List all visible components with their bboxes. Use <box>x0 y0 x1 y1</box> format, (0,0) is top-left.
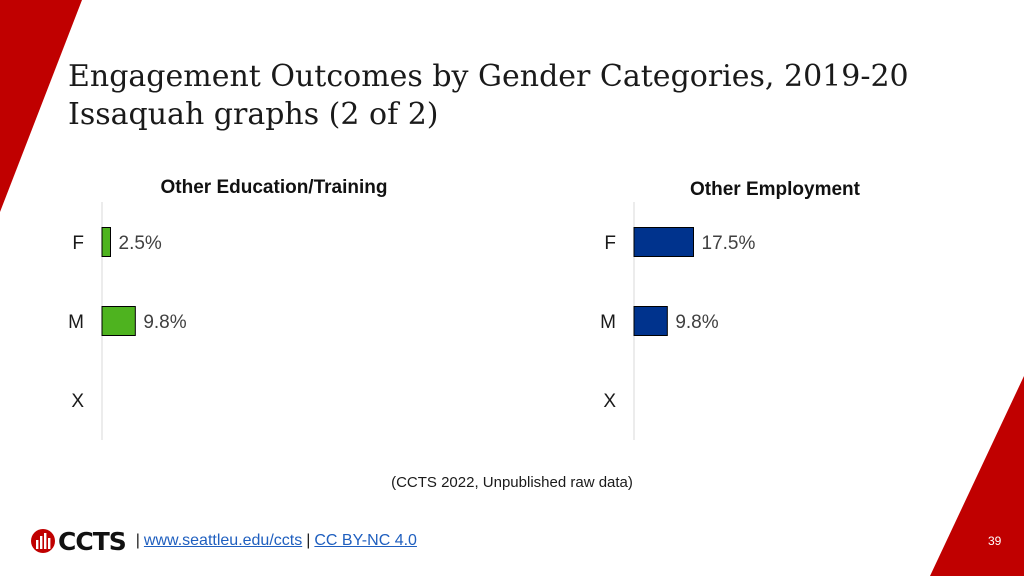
top-left-red-triangle <box>0 0 82 212</box>
footer: CCTS | www.seattleu.edu/ccts | CC BY-NC … <box>30 526 417 556</box>
category-label-x: X <box>603 391 616 412</box>
bar-f <box>101 227 111 257</box>
ccts-logo-text: CCTS <box>58 526 127 556</box>
bottom-right-red-shape <box>930 376 1024 576</box>
page-title: Engagement Outcomes by Gender Categories… <box>68 58 909 134</box>
bar-m <box>633 306 668 336</box>
source-citation: (CCTS 2022, Unpublished raw data) <box>391 474 633 491</box>
category-label-f: F <box>604 233 616 254</box>
title-line-1: Engagement Outcomes by Gender Categories… <box>68 59 909 94</box>
bar-m <box>101 306 136 336</box>
seattleu-ccts-link[interactable]: www.seattleu.edu/ccts <box>143 532 303 549</box>
category-label-x: X <box>71 391 84 412</box>
bar-f <box>633 227 694 257</box>
category-label-m: M <box>600 312 616 333</box>
data-label-f: 17.5% <box>702 233 756 254</box>
ccts-logo-icon <box>31 529 55 553</box>
data-label-f: 2.5% <box>119 233 162 254</box>
ccts-logo: CCTS <box>30 526 127 556</box>
chart-title: Other Employment <box>690 179 861 200</box>
footer-separator: | <box>306 532 311 549</box>
category-label-m: M <box>68 312 84 333</box>
data-label-m: 9.8% <box>675 312 718 333</box>
footer-separator: | <box>135 532 140 549</box>
page-number: 39 <box>988 534 1002 548</box>
chart-other-employment: Other Employment F M X 17.5% 9.8% <box>600 179 861 440</box>
title-line-2: Issaquah graphs (2 of 2) <box>68 97 439 132</box>
data-label-m: 9.8% <box>143 312 186 333</box>
cc-license-link[interactable]: CC BY-NC 4.0 <box>314 532 417 549</box>
chart-other-education-training: Other Education/Training F M X 2.5% 9.8% <box>68 177 388 440</box>
category-label-f: F <box>72 233 84 254</box>
chart-title: Other Education/Training <box>161 177 388 198</box>
